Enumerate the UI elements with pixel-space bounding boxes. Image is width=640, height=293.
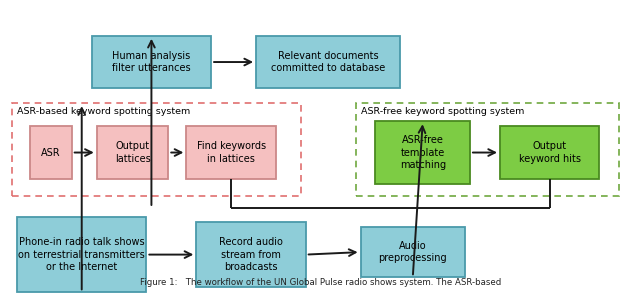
- Text: Relevant documents
committed to database: Relevant documents committed to database: [271, 51, 385, 73]
- Text: Find keywords
in lattices: Find keywords in lattices: [196, 141, 266, 164]
- FancyBboxPatch shape: [17, 217, 147, 292]
- FancyBboxPatch shape: [500, 126, 600, 179]
- Text: Human analysis
filter utterances: Human analysis filter utterances: [112, 51, 191, 73]
- FancyBboxPatch shape: [360, 227, 465, 277]
- Text: ASR: ASR: [41, 148, 61, 158]
- Text: Record audio
stream from
broadcasts: Record audio stream from broadcasts: [219, 237, 283, 272]
- FancyBboxPatch shape: [256, 36, 401, 88]
- FancyBboxPatch shape: [376, 121, 470, 184]
- FancyBboxPatch shape: [92, 36, 211, 88]
- Text: ASR-free keyword spotting system: ASR-free keyword spotting system: [360, 107, 524, 116]
- FancyBboxPatch shape: [30, 126, 72, 179]
- FancyBboxPatch shape: [196, 222, 306, 287]
- FancyBboxPatch shape: [186, 126, 276, 179]
- Text: ASR-based keyword spotting system: ASR-based keyword spotting system: [17, 107, 190, 116]
- FancyBboxPatch shape: [97, 126, 168, 179]
- Text: Audio
preprocessing: Audio preprocessing: [378, 241, 447, 263]
- Text: Output
lattices: Output lattices: [115, 141, 150, 164]
- Text: Phone-in radio talk shows
on terrestrial transmitters
or the Internet: Phone-in radio talk shows on terrestrial…: [19, 237, 145, 272]
- Text: ASR-free
template
matching: ASR-free template matching: [400, 135, 446, 170]
- Text: Output
keyword hits: Output keyword hits: [518, 141, 580, 164]
- Text: Figure 1:   The workflow of the UN Global Pulse radio shows system. The ASR-base: Figure 1: The workflow of the UN Global …: [140, 278, 501, 287]
